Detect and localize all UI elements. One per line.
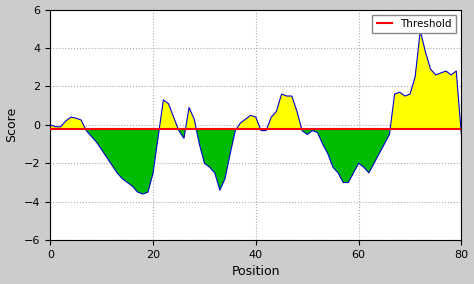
X-axis label: Position: Position bbox=[232, 266, 280, 278]
Y-axis label: Score: Score bbox=[6, 107, 18, 143]
Legend: Threshold: Threshold bbox=[373, 15, 456, 33]
